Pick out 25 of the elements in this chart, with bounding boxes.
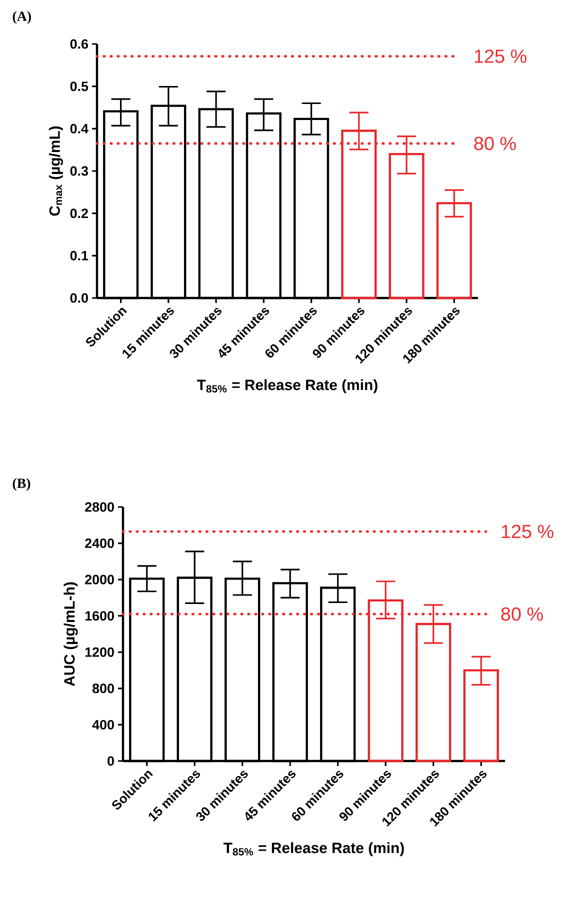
x-axis-title: T$_{85%}$ = Release Rate (min) [224, 842, 404, 856]
y-tick-label: 0.0 [70, 293, 88, 303]
text: 80 % [474, 136, 516, 150]
y-tick-label: 0.6 [70, 39, 88, 49]
y-tick-label: 0 [108, 756, 114, 766]
chart-title: (B) [12, 478, 30, 491]
chart-title: (A) [12, 11, 31, 24]
y-tick-label: 2800 [85, 502, 114, 512]
y-tick-label: 2400 [85, 538, 114, 548]
y-tick-label: 0.4 [70, 124, 88, 134]
y-tick-label: 2000 [85, 574, 114, 584]
y-tick-label: 0.2 [70, 208, 88, 218]
y-tick-label: 0.5 [70, 82, 88, 92]
y-tick-label: 1600 [85, 611, 114, 621]
y-axis-title: AUC (µg/mL-h) [64, 582, 78, 686]
y-tick-label: 400 [92, 720, 114, 730]
y-axis-title: C$_{max}$ (µg/mL) [48, 126, 63, 216]
x-axis-title: T$_{85%}$ = Release Rate (min) [197, 379, 378, 394]
y-tick-label: 1200 [85, 647, 114, 657]
y-tick-label: 800 [92, 684, 114, 694]
y-tick-label: 0.1 [70, 250, 88, 260]
text: 125 % [502, 524, 554, 538]
text: 125 % [474, 50, 526, 63]
y-tick-label: 0.3 [70, 166, 88, 176]
text: 80 % [501, 607, 543, 621]
